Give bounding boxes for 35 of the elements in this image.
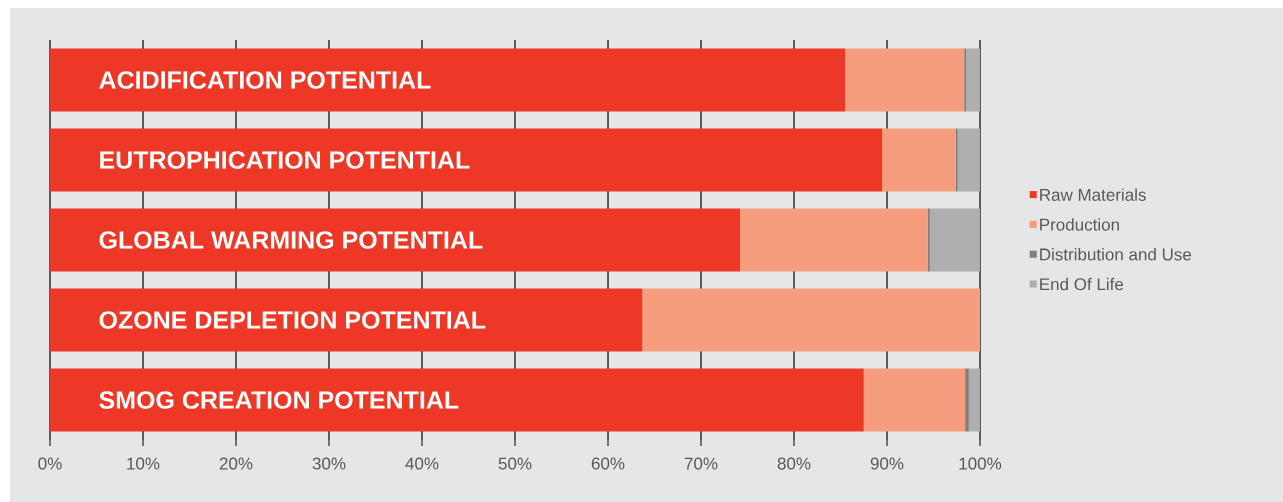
y-tick-label: ACIDIFICATION POTENTIAL <box>99 71 431 89</box>
x-tick-label: 70% <box>684 457 718 470</box>
bar <box>50 48 846 112</box>
x-tick-label: 10% <box>127 457 160 470</box>
x-tick-label: 50% <box>498 457 532 470</box>
bar <box>740 208 928 272</box>
y-tick-label: EUTROPHICATION POTENTIAL <box>100 151 470 169</box>
bar <box>50 288 643 352</box>
bar <box>50 128 883 192</box>
x-tick-label: 100% <box>959 457 1002 470</box>
y-tick-label: GLOBAL WARMING POTENTIAL <box>99 231 483 249</box>
y-tick-label: SMOG CREATION POTENTIAL <box>99 391 459 409</box>
bar <box>966 48 981 112</box>
bar <box>929 208 981 272</box>
bar <box>50 208 741 272</box>
bar <box>965 368 969 432</box>
bar <box>845 48 965 112</box>
bar <box>957 128 981 192</box>
bar <box>968 368 981 432</box>
x-tick-label: 20% <box>219 457 253 470</box>
x-tick-label: 30% <box>312 457 346 470</box>
x-tick-label: 60% <box>591 457 625 470</box>
x-tick-label: 80% <box>777 457 811 470</box>
x-tick-label: 0% <box>38 457 62 470</box>
bar <box>50 368 864 432</box>
legend-label: Distribution and Use <box>1040 248 1192 261</box>
bar <box>642 288 981 352</box>
bar <box>882 128 956 192</box>
x-tick-label: 40% <box>405 457 439 470</box>
y-tick-label: OZONE DEPLETION POTENTIAL <box>99 311 486 329</box>
bar <box>863 368 966 432</box>
legend-label: End Of Life <box>1040 277 1124 291</box>
legend-label: Raw Materials <box>1040 188 1146 201</box>
x-tick-label: 90% <box>870 457 904 470</box>
legend-label: Production <box>1040 218 1119 231</box>
